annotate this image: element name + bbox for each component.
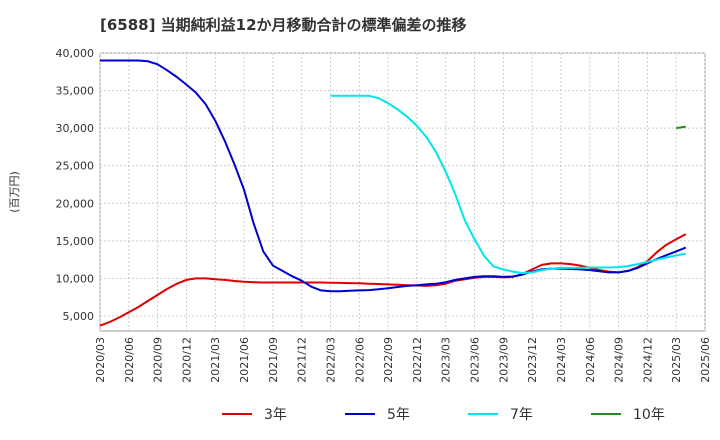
- x-tick-label: 2022/12: [411, 337, 424, 383]
- legend-item: 7年: [468, 407, 533, 423]
- y-tick-label: 30,000: [56, 122, 95, 135]
- legend-label: 7年: [510, 407, 533, 423]
- y-tick-label: 35,000: [56, 85, 95, 98]
- x-tick-label: 2022/09: [382, 337, 395, 383]
- x-tick-label: 2021/09: [267, 337, 280, 383]
- x-tick-label: 2020/06: [123, 337, 136, 383]
- series-line-5年: [100, 59, 687, 293]
- x-tick-label: 2025/03: [670, 337, 683, 383]
- x-tick-label: 2021/03: [209, 337, 222, 383]
- x-tick-label: 2024/12: [641, 337, 654, 383]
- series-line-7年: [330, 94, 686, 275]
- x-tick-label: 2022/06: [353, 337, 366, 383]
- x-tick-label: 2024/03: [555, 337, 568, 383]
- y-tick-label: 25,000: [56, 160, 95, 173]
- x-axis: 2020/03 2020/06 2020/09 2020/12 2021/03 2021/…: [94, 337, 712, 383]
- y-tick-label: 15,000: [56, 235, 95, 248]
- legend: 3年 5年 7年 10年: [222, 407, 665, 423]
- legend-item: 3年: [222, 407, 287, 423]
- x-tick-label: 2023/06: [469, 337, 482, 383]
- x-tick-label: 2025/06: [699, 337, 712, 383]
- x-tick-label: 2020/12: [180, 337, 193, 383]
- legend-label: 10年: [633, 407, 665, 423]
- legend-item: 5年: [345, 407, 410, 423]
- x-tick-label: 2021/12: [296, 337, 309, 383]
- series-line-10年: [676, 125, 686, 130]
- x-tick-label: 2021/06: [238, 337, 251, 383]
- y-tick-label: 20,000: [56, 197, 95, 210]
- x-tick-label: 2023/03: [440, 337, 453, 383]
- y-tick-label: 10,000: [56, 272, 95, 285]
- x-tick-label: 2024/09: [613, 337, 626, 383]
- plot-area: [99, 52, 706, 332]
- y-tick-label: 40,000: [56, 47, 95, 60]
- legend-label: 3年: [264, 407, 287, 423]
- x-tick-label: 2022/03: [324, 337, 337, 383]
- x-tick-label: 2020/03: [94, 337, 107, 383]
- x-tick-label: 2023/12: [526, 337, 539, 383]
- legend-item: 10年: [591, 407, 665, 423]
- x-tick-label: 2020/09: [152, 337, 165, 383]
- y-axis-label: (百万円): [8, 171, 21, 213]
- y-axis: 5,000 10,000 15,000 20,000 25,000 30,000 35,00…: [56, 47, 95, 323]
- x-tick-label: 2023/09: [497, 337, 510, 383]
- y-tick-label: 5,000: [63, 310, 95, 323]
- legend-label: 5年: [387, 407, 410, 423]
- chart-title: [6588] 当期純利益12か月移動合計の標準偏差の推移: [100, 16, 467, 34]
- x-tick-label: 2024/06: [584, 337, 597, 383]
- series-lines: [99, 59, 687, 327]
